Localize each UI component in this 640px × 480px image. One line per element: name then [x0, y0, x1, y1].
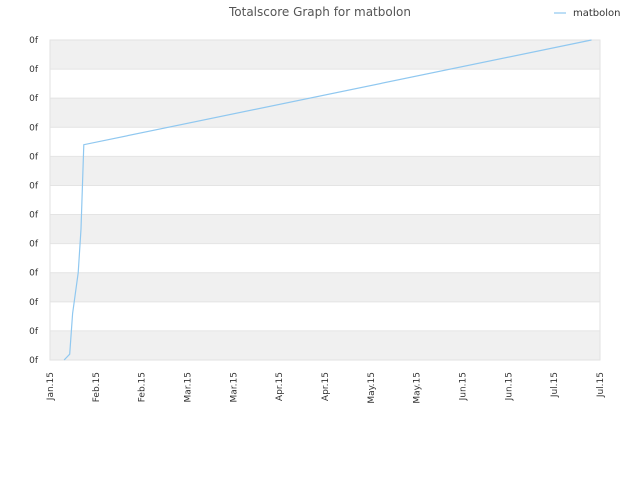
y-tick-label: 0f	[29, 123, 39, 133]
x-tick-label: Jul.15	[596, 372, 606, 398]
y-axis-ticks: 0f 0f 0f 0f 0f 0f 0f 0f 0f 0f 0f 0f	[29, 36, 39, 366]
y-tick-label: 0f	[29, 240, 39, 250]
y-tick-label: 0f	[29, 327, 39, 337]
x-tick-label: Jun.15	[504, 372, 514, 401]
y-tick-label: 0f	[29, 269, 39, 279]
series-line-matbolon	[63, 39, 592, 361]
y-tick-label: 0f	[29, 356, 39, 366]
plot-band	[50, 214, 600, 244]
plot-band	[50, 330, 600, 360]
x-axis-ticks: Jan.15 Feb.15 Feb.15 Mar.15 Mar.15 Apr.15 Apr.…	[46, 372, 606, 404]
plot-border	[49, 39, 601, 361]
chart-title: Totalscore Graph for matbolon	[228, 5, 411, 19]
y-tick-label: 0f	[29, 152, 39, 162]
plot-band	[50, 272, 600, 302]
plot-band	[50, 156, 600, 186]
y-tick-label: 0f	[29, 298, 39, 308]
y-tick-label: 0f	[29, 94, 39, 104]
x-tick-label: Jan.15	[46, 372, 56, 401]
plot-band	[50, 40, 600, 70]
plot-bands	[50, 40, 600, 360]
legend: matbolon	[554, 8, 621, 19]
y-tick-label: 0f	[29, 181, 39, 191]
legend-label-matbolon: matbolon	[573, 8, 621, 19]
y-tick-label: 0f	[29, 65, 39, 75]
plot-band	[50, 98, 600, 128]
x-tick-label: Mar.15	[229, 372, 239, 402]
x-tick-label: Apr.15	[275, 372, 285, 401]
x-tick-label: Feb.15	[92, 372, 102, 402]
y-tick-label: 0f	[29, 36, 39, 46]
x-tick-label: Feb.15	[138, 372, 148, 402]
x-tick-label: May.15	[367, 372, 377, 404]
x-tick-label: Apr.15	[321, 372, 331, 401]
y-tick-label: 0f	[29, 211, 39, 221]
x-tick-label: May.15	[413, 372, 423, 404]
plot-band	[50, 185, 600, 215]
plot-band	[50, 69, 600, 99]
plot-band	[50, 127, 600, 157]
x-tick-label: Jun.15	[459, 372, 469, 401]
x-tick-label: Mar.15	[184, 372, 194, 402]
plot-band	[50, 243, 600, 273]
x-tick-label: Jul.15	[550, 372, 560, 398]
plot-band	[50, 301, 600, 331]
